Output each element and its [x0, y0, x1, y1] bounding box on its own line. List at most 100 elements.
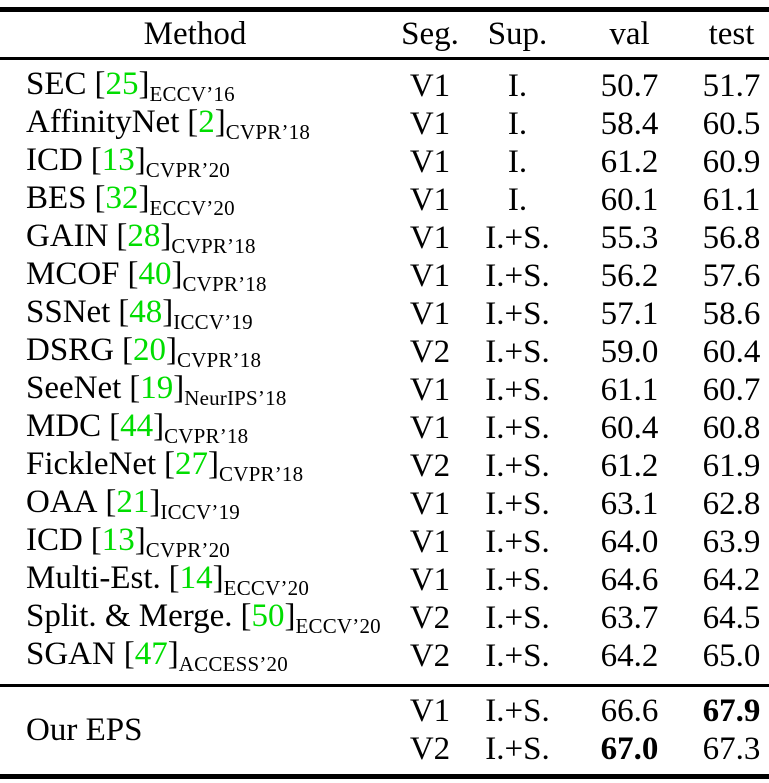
citation-bracket-close: ] — [138, 65, 150, 102]
method-name: DSRG — [26, 331, 115, 368]
method-cell: MCOF [40]CVPR’18 — [0, 255, 390, 295]
table-row: DSRG [20]CVPR’18 V2 I.+S. 59.0 60.4 — [0, 333, 769, 371]
col-header-test: test — [708, 16, 755, 52]
citation-ref[interactable]: 21 — [116, 483, 150, 520]
method-cell: Split. & Merge. [50]ECCV’20 — [0, 597, 390, 637]
seg-cell: V1 — [409, 105, 451, 142]
venue-subscript: ECCV’20 — [223, 575, 310, 600]
citation-bracket-open: [ — [121, 331, 133, 368]
test-cell: 67.3 — [702, 730, 761, 767]
table-row: AffinityNet [2]CVPR’18 V1 I. 58.4 60.5 — [0, 105, 769, 143]
method-cell: AffinityNet [2]CVPR’18 — [0, 103, 390, 143]
citation-bracket-open: [ — [90, 521, 102, 558]
venue-subscript: CVPR’18 — [219, 461, 304, 486]
test-cell: 58.6 — [702, 295, 761, 332]
method-name: SeeNet — [26, 369, 122, 406]
col-header-seg: Seg. — [401, 16, 459, 52]
method-name: ICD — [26, 141, 83, 178]
val-cell: 60.1 — [600, 181, 659, 218]
table-row: SSNet [48]ICCV’19 V1 I.+S. 57.1 58.6 — [0, 295, 769, 333]
citation-ref[interactable]: 13 — [101, 141, 135, 178]
citation-bracket-open: [ — [127, 255, 139, 292]
citation-ref[interactable]: 2 — [198, 103, 215, 140]
venue-subscript: CVPR’18 — [171, 233, 256, 258]
citation-ref[interactable]: 28 — [127, 217, 161, 254]
venue-subscript: ACCESS’20 — [178, 651, 288, 676]
table-row: MCOF [40]CVPR’18 V1 I.+S. 56.2 57.6 — [0, 257, 769, 295]
citation-ref[interactable]: 48 — [129, 293, 163, 330]
citation-bracket-close: ] — [165, 331, 177, 368]
seg-cell: V1 — [409, 181, 451, 218]
seg-cell: V1 — [409, 485, 451, 522]
test-cell: 60.9 — [702, 143, 761, 180]
citation-ref[interactable]: 44 — [120, 407, 154, 444]
test-cell: 61.1 — [702, 181, 761, 218]
test-cell: 60.4 — [702, 333, 761, 370]
method-name: MCOF — [26, 255, 120, 292]
sup-cell: I.+S. — [485, 692, 550, 729]
method-cell: OAA [21]ICCV’19 — [0, 483, 390, 524]
citation-bracket-close: ] — [153, 407, 165, 444]
seg-cell: V1 — [409, 371, 451, 408]
seg-cell: V1 — [409, 143, 451, 180]
table-row: SGAN [47]ACCESS’20 V2 I.+S. 64.2 65.0 — [0, 637, 769, 675]
val-cell: 64.0 — [600, 523, 659, 560]
citation-bracket-open: [ — [168, 559, 180, 596]
citation-ref[interactable]: 32 — [105, 179, 139, 216]
table-row: Multi-Est. [14]ECCV’20 V1 I.+S. 64.6 64.2 — [0, 561, 769, 599]
val-cell: 59.0 — [600, 333, 659, 370]
our-eps-row: V2 I.+S. 67.0 67.3 — [0, 730, 769, 768]
sup-cell: I. — [507, 181, 528, 218]
method-cell: MDC [44]CVPR’18 — [0, 407, 390, 448]
sup-cell: I.+S. — [485, 599, 550, 636]
method-cell: SSNet [48]ICCV’19 — [0, 293, 390, 334]
method-cell: SGAN [47]ACCESS’20 — [0, 635, 390, 676]
citation-ref[interactable]: 50 — [251, 597, 285, 634]
val-cell: 61.2 — [600, 143, 659, 180]
method-name: SSNet — [26, 293, 111, 330]
val-cell: 63.1 — [600, 485, 659, 522]
citation-ref[interactable]: 20 — [132, 331, 166, 368]
citation-bracket-close: ] — [134, 521, 146, 558]
seg-cell: V2 — [409, 599, 451, 636]
citation-ref[interactable]: 25 — [105, 65, 139, 102]
sup-cell: I.+S. — [485, 219, 550, 256]
citation-ref[interactable]: 19 — [140, 369, 174, 406]
sup-cell: I. — [507, 105, 528, 142]
test-cell: 67.9 — [702, 692, 761, 729]
venue-subscript: CVPR’18 — [176, 347, 262, 372]
table-row: OAA [21]ICCV’19 V1 I.+S. 63.1 62.8 — [0, 485, 769, 523]
val-cell: 58.4 — [600, 105, 659, 142]
test-cell: 60.7 — [702, 371, 761, 408]
test-cell: 65.0 — [702, 637, 761, 674]
section-rule — [0, 684, 769, 687]
table-row: GAIN [28]CVPR’18 V1 I.+S. 55.3 56.8 — [0, 219, 769, 257]
method-cell: DSRG [20]CVPR’18 — [0, 331, 390, 372]
venue-subscript: CVPR’20 — [145, 537, 231, 562]
venue-subscript: CVPR’18 — [164, 423, 249, 448]
citation-ref[interactable]: 27 — [175, 445, 209, 482]
method-cell: ICD [13]CVPR’20 — [0, 141, 390, 181]
table-row: ICD [13]CVPR’20 V1 I. 61.2 60.9 — [0, 143, 769, 181]
citation-bracket-open: [ — [94, 179, 106, 216]
table-header: Method Seg. Sup. val test — [0, 12, 769, 57]
seg-cell: V2 — [409, 637, 451, 674]
method-cell: SEC [25]ECCV’16 — [0, 65, 390, 105]
table-body: SEC [25]ECCV’16 V1 I. 50.7 51.7 AffinityN… — [0, 60, 769, 675]
sup-cell: I. — [507, 67, 528, 104]
sup-cell: I.+S. — [485, 447, 550, 484]
header-rule — [0, 57, 769, 60]
citation-bracket-close: ] — [214, 103, 226, 140]
citation-ref[interactable]: 14 — [179, 559, 213, 596]
citation-ref[interactable]: 40 — [138, 255, 172, 292]
test-cell: 63.9 — [702, 523, 761, 560]
citation-ref[interactable]: 13 — [101, 521, 135, 558]
venue-subscript: ICCV’19 — [173, 309, 253, 334]
citation-bracket-open: [ — [123, 635, 135, 672]
test-cell: 56.8 — [702, 219, 761, 256]
citation-bracket-close: ] — [138, 179, 150, 216]
our-eps-method-label: Our EPS — [26, 712, 143, 748]
citation-ref[interactable]: 47 — [134, 635, 168, 672]
venue-subscript: ICCV’19 — [160, 499, 240, 524]
citation-bracket-close: ] — [149, 483, 161, 520]
